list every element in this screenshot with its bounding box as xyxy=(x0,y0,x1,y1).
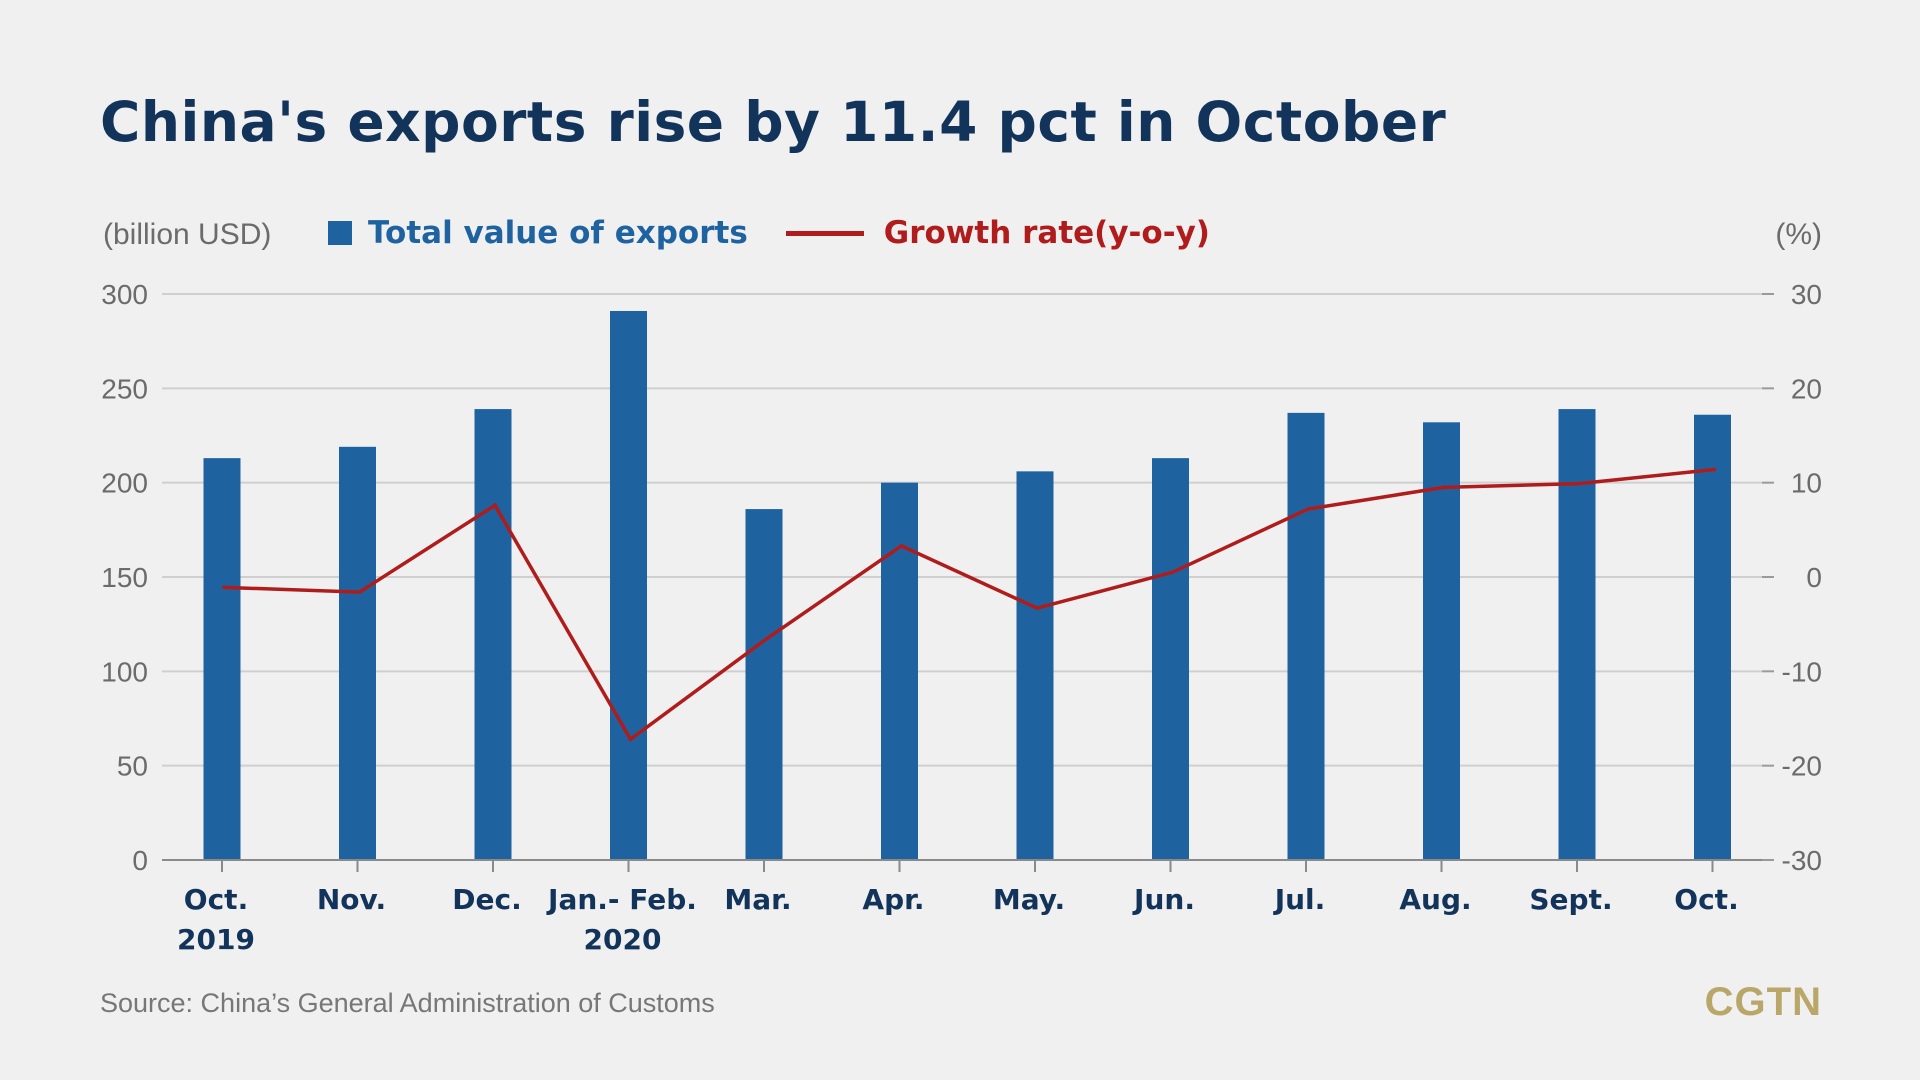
x-category-label: Jun. xyxy=(1132,883,1195,916)
right-tick-label: -30 xyxy=(1782,845,1822,876)
growth-rate-point xyxy=(899,544,904,548)
x-category-label: Sept. xyxy=(1529,883,1612,916)
right-tick-label: 20 xyxy=(1791,373,1822,404)
right-tick-label: 0 xyxy=(1806,562,1822,593)
x-category-label: Aug. xyxy=(1399,883,1471,916)
right-tick-label: 30 xyxy=(1791,279,1822,310)
growth-rate-point xyxy=(357,590,362,594)
legend-item-growth: Growth rate(y-o-y) xyxy=(785,215,1210,251)
x-category-label: 2020 xyxy=(584,923,662,956)
left-tick-label: 50 xyxy=(117,751,148,782)
legend-item-exports: Total value of exports xyxy=(328,215,748,251)
right-tick-label: 10 xyxy=(1791,468,1822,499)
brand-logo: CGTN xyxy=(1704,980,1822,1024)
x-category-label: May. xyxy=(993,883,1065,916)
legend-bar-swatch xyxy=(328,221,352,245)
growth-rate-point xyxy=(764,637,768,642)
legend-line-swatch xyxy=(785,230,864,236)
growth-rate-point xyxy=(493,503,497,508)
legend-label-growth: Growth rate(y-o-y) xyxy=(883,215,1210,251)
export-bar xyxy=(1152,458,1189,860)
axes: 3002502001501005003020100-10-20-30Oct.20… xyxy=(101,279,1822,956)
left-tick-label: 0 xyxy=(132,845,148,876)
growth-rate-point xyxy=(1712,467,1717,472)
x-category-label: Dec. xyxy=(452,883,521,916)
export-bar xyxy=(610,310,647,861)
export-bar xyxy=(1287,412,1325,860)
export-bar xyxy=(881,482,918,860)
growth-rate-point xyxy=(1306,507,1310,511)
left-tick-label: 100 xyxy=(101,656,148,687)
growth-rate-point xyxy=(222,585,226,590)
x-category-label: Jan.- Feb. xyxy=(546,883,697,916)
x-category-label: Oct. xyxy=(1674,883,1738,916)
x-category-label: Nov. xyxy=(317,883,386,916)
growth-rate-point xyxy=(1170,570,1175,575)
left-tick-label: 250 xyxy=(101,373,148,404)
export-bar xyxy=(339,446,376,860)
growth-rate-point xyxy=(1441,485,1446,490)
right-tick-label: -20 xyxy=(1782,751,1822,782)
growth-rate-point xyxy=(628,737,633,742)
x-category-label: Jul. xyxy=(1273,883,1326,916)
right-axis-unit: (%) xyxy=(1775,218,1822,251)
source-note: Source: China’s General Administration o… xyxy=(100,988,715,1018)
x-category-label: Oct. xyxy=(184,883,248,916)
right-tick-label: -10 xyxy=(1782,656,1822,687)
x-category-label: Apr. xyxy=(862,883,924,916)
left-tick-label: 150 xyxy=(101,562,148,593)
growth-rate-point xyxy=(1035,606,1039,610)
x-category-label: Mar. xyxy=(724,883,791,916)
growth-line-layer xyxy=(222,467,1717,742)
growth-rate-point xyxy=(1577,481,1581,486)
left-tick-label: 200 xyxy=(101,468,148,499)
export-bar xyxy=(745,509,783,860)
export-bar xyxy=(474,409,512,860)
bars xyxy=(203,310,1731,861)
export-bar xyxy=(1558,409,1596,860)
growth-rate-line xyxy=(223,467,1715,742)
legend: Total value of exports Growth rate(y-o-y… xyxy=(328,215,1210,251)
export-bar xyxy=(1423,422,1460,860)
chart-title: China's exports rise by 11.4 pct in Octo… xyxy=(100,90,1447,154)
x-category-label: 2019 xyxy=(177,923,255,956)
export-bar xyxy=(203,458,241,860)
left-axis-unit: (billion USD) xyxy=(103,218,272,251)
export-bar xyxy=(1694,414,1731,860)
gridlines xyxy=(162,293,1762,767)
export-bar xyxy=(1016,471,1054,860)
left-tick-label: 300 xyxy=(101,279,148,310)
legend-label-exports: Total value of exports xyxy=(368,215,748,251)
